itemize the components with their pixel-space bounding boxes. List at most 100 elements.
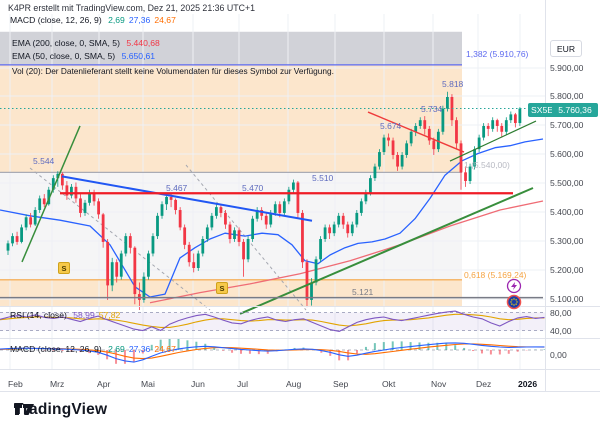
last-price-badge: 5.760,36 bbox=[552, 103, 598, 117]
currency-button[interactable]: EUR bbox=[550, 40, 582, 57]
candle-body bbox=[341, 215, 345, 225]
macd-legend-bottom[interactable]: MACD (close, 12, 26, 9) 2,69 27,36 24,67 bbox=[10, 344, 176, 354]
candle-body bbox=[473, 149, 476, 167]
green-long-support bbox=[239, 187, 534, 315]
ema50-legend-label: EMA (50, close, 0, SMA, 5) bbox=[12, 51, 116, 61]
candle-body bbox=[110, 262, 114, 286]
month-label: Nov bbox=[431, 379, 447, 389]
red-descending-trendline bbox=[367, 111, 465, 153]
price-level-label: 5.470 bbox=[242, 183, 264, 193]
candle-body bbox=[355, 212, 359, 225]
candle-body bbox=[459, 143, 463, 173]
macd-legend-bottom-label: MACD (close, 12, 26, 9) bbox=[10, 344, 102, 354]
candle-body bbox=[310, 282, 313, 300]
candle-body bbox=[513, 114, 517, 124]
symbol-badge: SX5E bbox=[528, 103, 556, 117]
candle-body bbox=[477, 137, 481, 150]
candle-body bbox=[432, 140, 436, 150]
candle-body bbox=[201, 239, 205, 254]
price-level-label: 5.734 bbox=[421, 104, 443, 114]
candle-body bbox=[337, 215, 341, 225]
candle-body bbox=[242, 241, 245, 260]
candle-body bbox=[373, 166, 377, 179]
candle-body bbox=[65, 185, 69, 196]
rsi-band bbox=[0, 312, 545, 331]
macd-legend-bottom-values: 2,69 27,36 24,67 bbox=[108, 344, 176, 354]
candle-body bbox=[178, 210, 182, 228]
price-level-label: 5.674 bbox=[380, 121, 402, 131]
month-label: Dez bbox=[476, 379, 492, 389]
chart-watermark: K4PR erstellt mit TradingView.com, Dez 2… bbox=[8, 3, 256, 13]
month-label: Mai bbox=[141, 379, 155, 389]
volume-legend[interactable]: Vol (20): Der Datenlieferant stellt kein… bbox=[12, 66, 334, 76]
split-event-marker[interactable]: S bbox=[216, 282, 228, 294]
candle-body bbox=[278, 204, 282, 213]
candle-body bbox=[133, 247, 137, 295]
candle-body bbox=[79, 198, 82, 213]
price-tick: 5.100,00 bbox=[550, 294, 584, 304]
ema50-value: 5.650,61 bbox=[121, 51, 156, 61]
candle-body bbox=[142, 276, 146, 300]
candle-body bbox=[165, 196, 168, 205]
candle-body bbox=[88, 192, 91, 203]
ema200-legend[interactable]: EMA (200, close, 0, SMA, 5) 5.440,68 bbox=[12, 38, 160, 48]
candle-body bbox=[56, 173, 60, 179]
candle-body bbox=[106, 241, 110, 286]
candle-body bbox=[409, 131, 413, 144]
candle-body bbox=[396, 154, 399, 167]
candle-body bbox=[369, 178, 372, 193]
candle-body bbox=[187, 244, 191, 263]
candle-body bbox=[350, 224, 354, 234]
price-tick: 5.500,00 bbox=[550, 178, 584, 188]
candle-body bbox=[450, 96, 454, 121]
candle-body bbox=[509, 114, 513, 121]
fib-band bbox=[0, 31, 462, 65]
candle-body bbox=[219, 207, 223, 213]
candle-body bbox=[160, 204, 164, 216]
candle-body bbox=[24, 217, 28, 228]
macd-legend-top[interactable]: MACD (close, 12, 26, 9) 2,69 27,36 24,67 bbox=[10, 15, 176, 25]
candle-body bbox=[115, 262, 119, 277]
price-tick: 5.600,00 bbox=[550, 149, 584, 159]
candle-body bbox=[47, 189, 51, 205]
macd-line bbox=[0, 342, 545, 363]
candle-body bbox=[486, 125, 490, 129]
rsi-legend-label: RSI (14, close) bbox=[10, 310, 67, 320]
candle-body bbox=[387, 137, 390, 141]
ema50-line bbox=[0, 138, 544, 298]
candle-body bbox=[332, 224, 336, 234]
dashed-channel-2 bbox=[185, 164, 307, 311]
candle-body bbox=[500, 125, 504, 132]
blue-descending-trendline bbox=[61, 175, 313, 222]
chart-canvas[interactable] bbox=[0, 0, 600, 396]
candle-body bbox=[391, 140, 395, 155]
candle-body bbox=[405, 143, 409, 155]
candle-body bbox=[38, 198, 42, 211]
candle-body bbox=[92, 192, 96, 202]
tradingview-logo[interactable]: TradingView bbox=[14, 401, 107, 419]
price-level-label: 1,382 (5.910,76) bbox=[466, 49, 529, 59]
candle-body bbox=[504, 120, 508, 132]
candle-body bbox=[264, 215, 268, 225]
tradingview-logo-icon bbox=[14, 404, 34, 415]
candle-body bbox=[97, 201, 100, 215]
candle-body bbox=[237, 230, 241, 242]
month-label: Feb bbox=[8, 379, 23, 389]
candle-body bbox=[255, 210, 259, 219]
candle-body bbox=[205, 227, 209, 240]
ema50-legend[interactable]: EMA (50, close, 0, SMA, 5) 5.650,61 bbox=[12, 51, 155, 61]
split-event-marker[interactable]: S bbox=[58, 262, 70, 274]
candle-body bbox=[436, 131, 440, 150]
candle-body bbox=[314, 259, 318, 283]
candle-body bbox=[378, 152, 381, 167]
price-tick: 5.800,00 bbox=[550, 91, 584, 101]
rsi-legend[interactable]: RSI (14, close) 58,99 57,82 bbox=[10, 310, 120, 320]
candle-body bbox=[6, 243, 10, 251]
candle-body bbox=[174, 199, 178, 211]
candle-body bbox=[305, 262, 309, 300]
candle-body bbox=[282, 201, 286, 213]
candle-body bbox=[423, 120, 427, 129]
candle-body bbox=[20, 227, 23, 242]
candle-body bbox=[346, 224, 350, 234]
candle-body bbox=[328, 227, 332, 234]
